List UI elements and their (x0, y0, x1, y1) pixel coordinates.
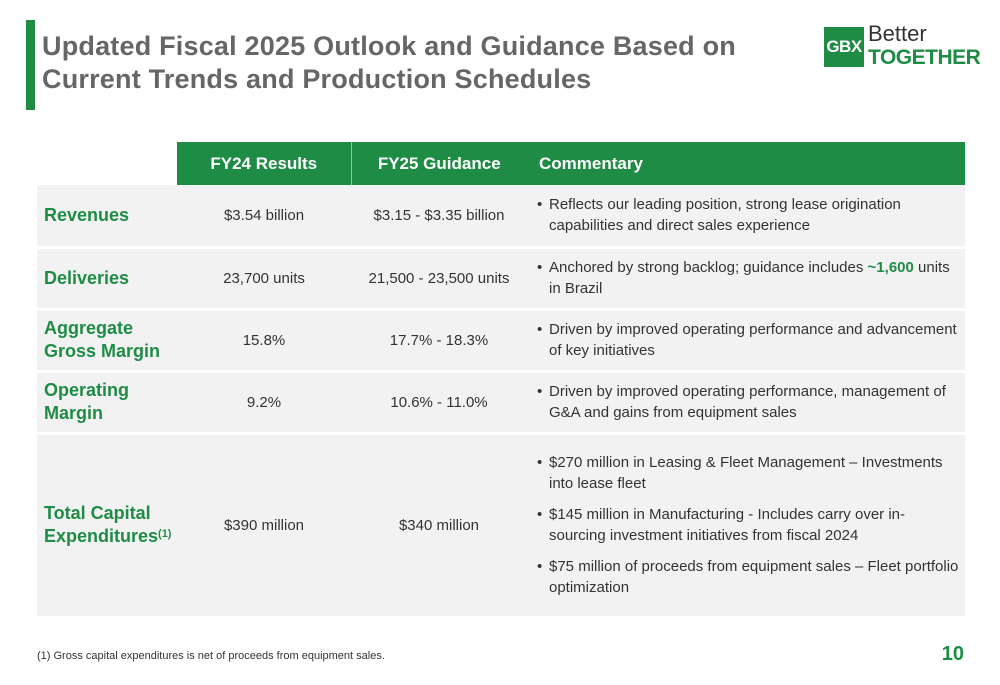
fy24-value: 23,700 units (177, 247, 351, 311)
row-label-line1: Aggregate (44, 318, 134, 338)
commentary-cell: Anchored by strong backlog; guidance inc… (527, 247, 965, 311)
commentary-bullet: $75 million of proceeds from equipment s… (537, 556, 959, 598)
row-label: Deliveries (37, 247, 177, 311)
fy25-value: 21,500 - 23,500 units (351, 247, 527, 311)
header-empty-cell (37, 142, 177, 185)
table-row-revenues: Revenues $3.54 billion $3.15 - $3.35 bil… (37, 185, 965, 249)
fy24-value: 15.8% (177, 309, 351, 373)
table-row-gross-margin: Aggregate Gross Margin 15.8% 17.7% - 18.3… (37, 309, 965, 373)
bullet-text: units in Brazil (549, 259, 950, 297)
row-label-line2: Margin (44, 403, 104, 423)
fy24-value: $3.54 billion (177, 185, 351, 249)
fy24-value: 9.2% (177, 371, 351, 435)
logo-abbr: GBX (824, 27, 864, 67)
table-row-capex: Total Capital Expenditures(1) $390 millio… (37, 433, 965, 619)
header-fy25: FY25 Guidance (350, 142, 527, 185)
fy25-value: $340 million (351, 433, 527, 619)
footnote-ref: (1) (158, 528, 172, 540)
commentary-cell: $270 million in Leasing & Fleet Manageme… (527, 433, 965, 619)
fy25-value: 17.7% - 18.3% (351, 309, 527, 373)
fy25-value: $3.15 - $3.35 billion (351, 185, 527, 249)
title-accent-bar (26, 20, 35, 110)
commentary-bullet: $145 million in Manufacturing - Includes… (537, 504, 959, 546)
row-label-line2: Gross Margin (44, 341, 161, 361)
row-label-line1: Total Capital (44, 503, 151, 523)
table-row-operating-margin: Operating Margin 9.2% 10.6% - 11.0% Drive… (37, 371, 965, 435)
logo-tagline-together: TOGETHER (868, 46, 981, 69)
header-commentary: Commentary (527, 142, 965, 185)
footnote: (1) Gross capital expenditures is net of… (37, 650, 385, 662)
commentary-bullet: $270 million in Leasing & Fleet Manageme… (537, 452, 959, 494)
guidance-table: FY24 Results FY25 Guidance Commentary Re… (37, 142, 965, 619)
commentary-bullet: Anchored by strong backlog; guidance inc… (537, 257, 959, 299)
commentary-cell: Reflects our leading position, strong le… (527, 185, 965, 249)
commentary-bullet: Driven by improved operating performance… (537, 381, 959, 423)
table-header-row: FY24 Results FY25 Guidance Commentary (37, 142, 965, 185)
page-title: Updated Fiscal 2025 Outlook and Guidance… (42, 31, 736, 94)
row-label: Total Capital Expenditures(1) (37, 433, 177, 619)
commentary-bullet: Reflects our leading position, strong le… (537, 194, 959, 236)
logo-tagline-better: Better (868, 21, 927, 46)
commentary-cell: Driven by improved operating performance… (527, 309, 965, 373)
row-label: Revenues (37, 185, 177, 249)
row-label: Operating Margin (37, 371, 177, 435)
fy25-value: 10.6% - 11.0% (351, 371, 527, 435)
brazil-units-highlight: ~1,600 (867, 259, 914, 276)
table-row-deliveries: Deliveries 23,700 units 21,500 - 23,500 … (37, 247, 965, 311)
row-label-line1: Operating (44, 380, 130, 400)
fy24-value: $390 million (177, 433, 351, 619)
gbx-logo: GBX Better TOGETHER (824, 21, 981, 72)
row-label-line2: Expenditures (44, 526, 159, 546)
commentary-bullet: Driven by improved operating performance… (537, 319, 959, 361)
row-label: Aggregate Gross Margin (37, 309, 177, 373)
bullet-text: Anchored by strong backlog; guidance inc… (549, 259, 868, 276)
commentary-cell: Driven by improved operating performance… (527, 371, 965, 435)
page-number: 10 (941, 643, 964, 665)
header-fy24: FY24 Results (177, 142, 351, 185)
